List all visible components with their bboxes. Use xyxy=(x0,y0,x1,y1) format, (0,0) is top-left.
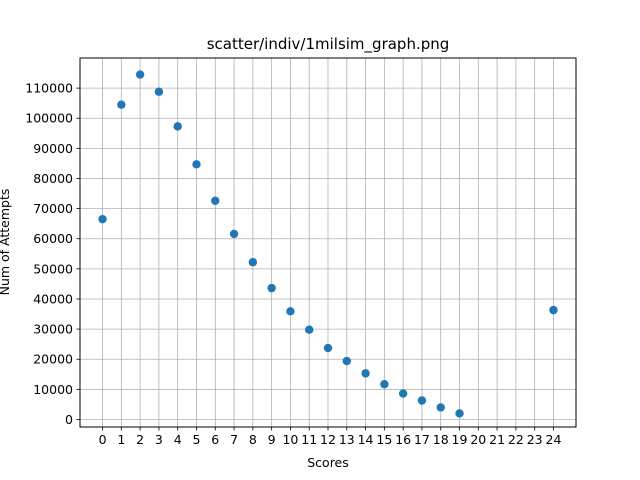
y-tick-label: 70000 xyxy=(33,201,73,216)
x-tick-label: 5 xyxy=(193,432,201,447)
data-point xyxy=(192,160,201,169)
data-point xyxy=(380,380,389,389)
x-tick-label: 2 xyxy=(136,432,144,447)
y-tick-label: 100000 xyxy=(25,111,73,126)
x-tick-label: 11 xyxy=(301,432,317,447)
x-tick-label: 7 xyxy=(230,432,238,447)
x-tick-label: 15 xyxy=(376,432,392,447)
y-tick-label: 10000 xyxy=(33,382,73,397)
x-tick-label: 10 xyxy=(282,432,298,447)
y-tick-label: 30000 xyxy=(33,322,73,337)
y-tick-label: 50000 xyxy=(33,261,73,276)
x-tick-label: 13 xyxy=(339,432,355,447)
y-tick-label: 60000 xyxy=(33,231,73,246)
data-point xyxy=(455,409,464,418)
chart-title: scatter/indiv/1milsim_graph.png xyxy=(207,35,450,54)
x-tick-label: 16 xyxy=(395,432,411,447)
x-tick-label: 17 xyxy=(414,432,430,447)
x-tick-label: 23 xyxy=(527,432,543,447)
data-point xyxy=(549,305,558,315)
data-point xyxy=(436,403,445,412)
data-point xyxy=(98,214,107,224)
data-point xyxy=(323,343,333,353)
y-tick-label: 20000 xyxy=(33,352,73,367)
grid-lines xyxy=(80,58,576,427)
data-point xyxy=(154,87,164,96)
x-tick-label: 22 xyxy=(508,432,524,447)
y-tick-label: 0 xyxy=(65,412,73,427)
data-point xyxy=(342,356,351,366)
x-tick-label: 6 xyxy=(211,432,219,447)
y-tick-label: 80000 xyxy=(33,171,73,186)
data-point xyxy=(248,258,258,267)
x-tick-label: 1 xyxy=(117,432,125,447)
x-tick-label: 14 xyxy=(358,432,374,447)
x-tick-label: 24 xyxy=(546,432,562,447)
y-axis-ticks: 0 10000 20000 30000 40000 50000 60000 70000 8000… xyxy=(25,81,80,427)
y-tick-label: 40000 xyxy=(33,291,73,306)
data-point xyxy=(417,396,427,405)
y-axis-label: Num of Attempts xyxy=(0,189,12,296)
data-point xyxy=(135,70,145,79)
data-point xyxy=(211,196,220,205)
x-tick-label: 4 xyxy=(174,432,182,447)
x-tick-label: 21 xyxy=(489,432,505,447)
x-axis-label: Scores xyxy=(307,455,349,470)
data-point xyxy=(305,325,314,334)
x-tick-label: 12 xyxy=(320,432,336,447)
x-tick-label: 19 xyxy=(452,432,468,447)
x-axis-ticks: 0 1 2 3 4 5 6 7 8 9 10 11 12 13 14 15 16 17 18 19 20 21 22 23 24 xyxy=(99,427,562,447)
data-point xyxy=(229,229,239,239)
data-point xyxy=(286,307,295,316)
x-tick-label: 8 xyxy=(249,432,257,447)
x-tick-label: 0 xyxy=(99,432,107,447)
data-point xyxy=(267,283,276,293)
y-tick-label: 110000 xyxy=(25,81,73,96)
data-point xyxy=(361,369,370,378)
x-tick-label: 3 xyxy=(155,432,163,447)
x-tick-label: 20 xyxy=(470,432,486,447)
data-point xyxy=(173,122,182,131)
data-point xyxy=(398,389,408,398)
x-tick-label: 18 xyxy=(433,432,449,447)
y-tick-label: 90000 xyxy=(33,141,73,156)
data-point xyxy=(117,100,126,109)
x-tick-label: 9 xyxy=(268,432,276,447)
data-points xyxy=(98,70,558,418)
